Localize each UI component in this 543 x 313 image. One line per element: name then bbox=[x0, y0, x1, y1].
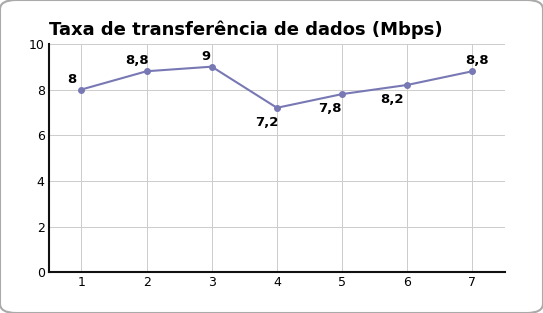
Text: 8,2: 8,2 bbox=[380, 93, 404, 106]
Text: Taxa de transferência de dados (Mbps): Taxa de transferência de dados (Mbps) bbox=[49, 21, 443, 39]
Text: 9: 9 bbox=[201, 50, 211, 63]
Text: 8: 8 bbox=[67, 73, 77, 85]
Text: 8,8: 8,8 bbox=[125, 54, 149, 67]
Text: 7,8: 7,8 bbox=[318, 102, 342, 115]
Text: 7,2: 7,2 bbox=[256, 116, 279, 129]
Text: 8,8: 8,8 bbox=[465, 54, 488, 67]
